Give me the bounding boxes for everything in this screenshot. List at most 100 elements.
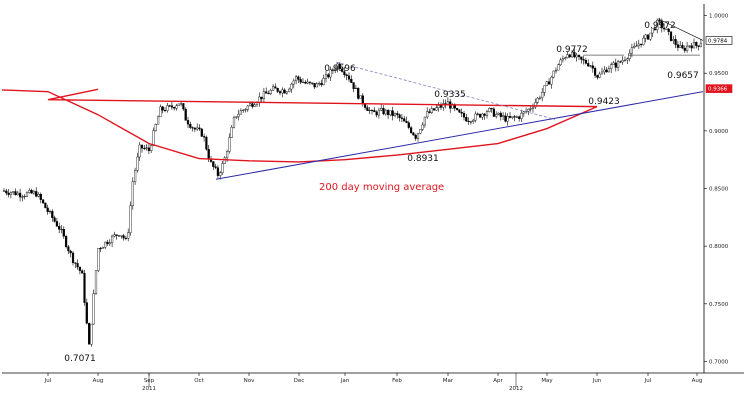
candle-body	[322, 78, 325, 86]
candle-body	[561, 58, 564, 61]
candle-body	[58, 226, 61, 230]
y-tick-label: 0.8000	[709, 244, 729, 250]
candle-body	[513, 116, 516, 118]
candle-body	[304, 81, 307, 84]
candle-body	[311, 82, 314, 84]
candle-body	[566, 54, 569, 59]
candle-body	[343, 71, 346, 75]
x-tick-label: May	[541, 378, 553, 384]
candle-body	[529, 108, 532, 110]
candle-body	[690, 45, 693, 49]
candle-body	[290, 83, 293, 90]
candle-body	[676, 44, 679, 48]
candle-body	[253, 104, 256, 107]
candle-body	[177, 103, 180, 106]
candle-body	[403, 118, 406, 122]
candle-body	[433, 108, 436, 111]
candle-body	[106, 241, 109, 245]
candle-body	[600, 71, 604, 75]
candle-body	[110, 235, 114, 243]
candle-body	[426, 111, 429, 118]
candle-body	[101, 247, 104, 249]
candle-body	[607, 68, 610, 73]
candle-body	[44, 202, 47, 209]
candle-body	[665, 28, 668, 30]
candle-body	[156, 116, 160, 125]
candle-body	[81, 270, 84, 274]
candle-body	[435, 107, 438, 111]
candle-body	[175, 105, 178, 109]
moving-average-label: 200 day moving average	[319, 182, 444, 193]
candle-body	[527, 108, 530, 112]
candle-body	[630, 47, 633, 54]
price-annotation: 0.7071	[64, 354, 96, 364]
candle-body	[12, 191, 15, 193]
candle-body	[416, 133, 420, 139]
candle-body	[274, 86, 277, 89]
support-trendline	[215, 91, 704, 180]
candle-body	[658, 20, 661, 22]
candle-body	[244, 109, 247, 111]
candle-body	[237, 114, 240, 117]
price-tag: 0.9366	[705, 84, 733, 93]
candle-body	[605, 69, 608, 73]
candle-body	[640, 43, 643, 46]
candle-body	[370, 110, 374, 112]
candle-body	[472, 119, 475, 122]
candle-body	[21, 196, 24, 198]
candle-body	[462, 113, 466, 118]
candle-body	[552, 70, 555, 78]
candle-body	[635, 45, 638, 47]
year-label: 2012	[509, 386, 523, 392]
candle-body	[458, 109, 461, 113]
x-tick-label: Aug	[93, 378, 104, 384]
candle-body	[587, 63, 590, 67]
candle-body	[674, 39, 677, 45]
candle-body	[152, 130, 155, 146]
x-tick-label: Jun	[592, 378, 602, 384]
candle-body	[375, 111, 378, 116]
candle-body	[9, 192, 12, 195]
x-tick-label: Oct	[194, 378, 204, 384]
candle-body	[669, 31, 673, 41]
candle-body	[143, 147, 146, 149]
candle-body	[281, 89, 284, 94]
candle-body	[412, 132, 415, 136]
candle-body	[154, 124, 157, 131]
candle-body	[92, 293, 95, 325]
candle-body	[656, 20, 659, 31]
candle-body	[531, 106, 535, 109]
candle-body	[548, 81, 551, 85]
candle-body	[94, 270, 98, 294]
candle-body	[78, 266, 81, 271]
candle-body	[5, 190, 8, 194]
candle-body	[596, 75, 599, 78]
candle-body	[202, 136, 206, 138]
annotations: 0.7071 0.9596 0.9335 0.8931 0.9772 0.9423 0.99…	[64, 21, 733, 364]
candle-body	[97, 248, 100, 271]
candle-body	[419, 129, 422, 134]
candle-body	[359, 95, 362, 99]
candle-body	[692, 42, 696, 49]
candle-body	[559, 59, 562, 66]
candle-body	[361, 95, 364, 105]
candle-body	[55, 221, 58, 227]
candle-body	[336, 63, 339, 70]
candle-body	[186, 120, 190, 125]
candle-body	[334, 69, 337, 71]
candle-body	[104, 241, 107, 248]
candle-body	[198, 127, 201, 130]
x-tick-label: Jul	[644, 378, 652, 384]
candle-body	[299, 79, 302, 83]
x-tick-label: Nov	[244, 378, 255, 384]
candle-body	[591, 65, 594, 69]
candle-body	[313, 83, 316, 88]
candle-body	[623, 59, 627, 61]
candle-body	[490, 108, 493, 110]
candle-body	[554, 69, 558, 72]
candle-body	[594, 68, 597, 76]
candle-body	[603, 69, 606, 73]
price-annotation: 0.9423	[588, 97, 620, 107]
candle-body	[465, 117, 468, 122]
